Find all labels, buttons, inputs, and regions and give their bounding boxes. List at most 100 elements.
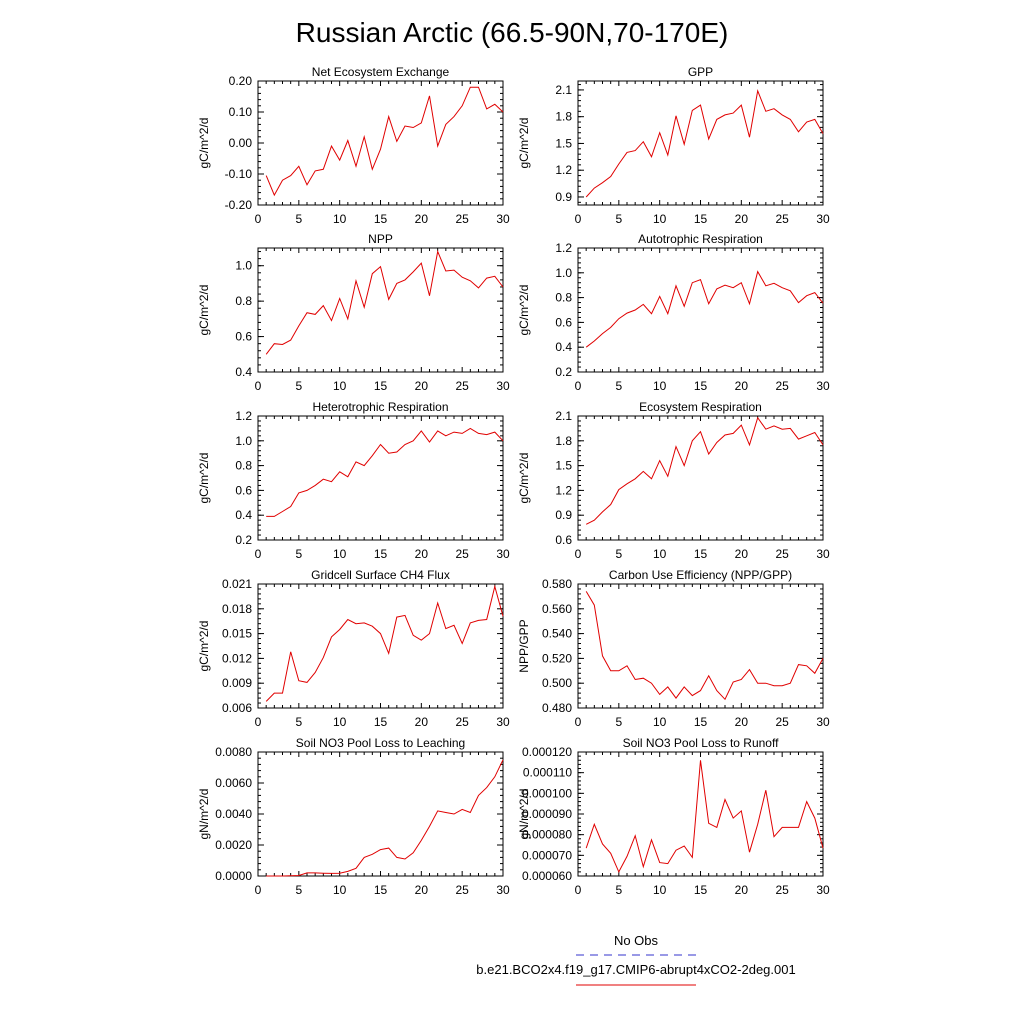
x-tick-label: 15 (694, 379, 708, 393)
panel-4: Autotrophic Respiration 0 5 10 15 20 25 30 0.2 0.… (517, 232, 830, 393)
panel-2: GPP 0 5 10 15 20 25 30 0.9 1.2 1.5 1.8 2.1 gC/m^2/d (517, 65, 830, 226)
x-tick-label: 20 (735, 547, 749, 561)
series-line (266, 427, 504, 517)
y-axis-label: gC/m^2/d (197, 118, 211, 169)
x-tick-label: 30 (816, 547, 830, 561)
x-tick-label: 25 (455, 547, 469, 561)
y-tick-label: 2.1 (555, 409, 572, 423)
x-tick-label: 5 (615, 379, 622, 393)
x-tick-label: 25 (775, 883, 789, 897)
y-tick-label: 0.000090 (522, 807, 572, 821)
panel-title: Heterotrophic Respiration (312, 400, 448, 414)
x-tick-label: 30 (496, 883, 510, 897)
y-tick-label: 2.1 (555, 83, 572, 97)
y-axis-label: gC/m^2/d (197, 285, 211, 336)
y-tick-label: 0.021 (222, 577, 252, 591)
x-tick-label: 5 (615, 883, 622, 897)
panel-title: Carbon Use Efficiency (NPP/GPP) (609, 568, 792, 582)
y-tick-label: 0.4 (235, 365, 252, 379)
y-tick-label: 0.8 (235, 459, 252, 473)
y-tick-label: 0.10 (229, 105, 253, 119)
series-line (265, 584, 504, 702)
x-tick-label: 20 (735, 715, 749, 729)
x-tick-label: 30 (816, 883, 830, 897)
y-tick-label: 1.2 (555, 241, 572, 255)
y-tick-label: 0.0040 (215, 807, 252, 821)
x-tick-label: 5 (295, 212, 302, 226)
panel-title: Net Ecosystem Exchange (312, 65, 450, 79)
x-tick-label: 10 (653, 547, 667, 561)
x-tick-label: 20 (735, 883, 749, 897)
panel-title: Ecosystem Respiration (639, 400, 762, 414)
x-tick-label: 10 (653, 379, 667, 393)
y-tick-label: 0.000100 (522, 786, 572, 800)
x-tick-label: 5 (615, 547, 622, 561)
x-tick-label: 30 (816, 715, 830, 729)
x-tick-label: 10 (333, 547, 347, 561)
y-tick-label: 0.000080 (522, 828, 572, 842)
x-tick-label: 0 (575, 547, 582, 561)
y-tick-label: 1.8 (555, 434, 572, 448)
x-tick-label: 25 (455, 212, 469, 226)
plot-frame (257, 583, 504, 709)
panel-3: NPP 0 5 10 15 20 25 30 0.4 0.6 0.8 1.0 gC/m^2/d (197, 232, 510, 393)
series-line (585, 416, 824, 525)
legend-obs-label: No Obs (614, 933, 659, 948)
x-tick-label: 20 (415, 715, 429, 729)
x-tick-label: 20 (415, 212, 429, 226)
x-tick-label: 10 (333, 212, 347, 226)
y-axis-label: gC/m^2/d (517, 118, 531, 169)
y-tick-label: 0.9 (555, 190, 572, 204)
y-tick-label: 0.6 (555, 315, 572, 329)
y-tick-label: 0.000070 (522, 848, 572, 862)
x-tick-label: 0 (575, 715, 582, 729)
x-tick-label: 15 (374, 212, 388, 226)
legend: No Obs b.e21.BCO2x4.f19_g17.CMIP6-abrupt… (476, 933, 796, 986)
x-tick-label: 30 (496, 715, 510, 729)
x-tick-label: 15 (694, 715, 708, 729)
x-tick-label: 25 (455, 379, 469, 393)
panel-title: Soil NO3 Pool Loss to Leaching (296, 736, 465, 750)
plot-frame (577, 247, 824, 373)
y-tick-label: 0.0000 (215, 869, 252, 883)
y-tick-label: 0.000060 (522, 869, 572, 883)
series-line (585, 591, 824, 701)
y-axis-label: gC/m^2/d (197, 621, 211, 672)
y-tick-label: 0.012 (222, 651, 252, 665)
x-tick-label: 30 (496, 212, 510, 226)
x-tick-label: 20 (735, 379, 749, 393)
plot-frame (257, 751, 504, 877)
x-tick-label: 5 (615, 715, 622, 729)
panel-10: Soil NO3 Pool Loss to Runoff 0 5 10 15 20 25 30… (517, 736, 830, 897)
panel-title: NPP (368, 232, 393, 246)
y-tick-label: 0.9 (555, 508, 572, 522)
y-tick-label: 0.4 (235, 508, 252, 522)
panels: Net Ecosystem Exchange 0 5 10 15 20 25 30 -0.20 -… (197, 65, 830, 897)
x-tick-label: 15 (694, 212, 708, 226)
y-tick-label: -0.10 (225, 167, 253, 181)
x-tick-label: 10 (653, 883, 667, 897)
x-tick-label: 0 (575, 212, 582, 226)
x-tick-label: 15 (374, 715, 388, 729)
y-axis-label: gN/m^2/d (517, 789, 531, 840)
y-tick-label: 1.0 (235, 434, 252, 448)
panel-title: Gridcell Surface CH4 Flux (311, 568, 450, 582)
x-tick-label: 15 (374, 547, 388, 561)
y-tick-label: 1.2 (555, 483, 572, 497)
y-axis-label: gC/m^2/d (517, 285, 531, 336)
plot-frame (577, 751, 824, 877)
x-tick-label: 20 (735, 212, 749, 226)
series-line (265, 86, 504, 197)
y-tick-label: 0.0080 (215, 745, 252, 759)
x-tick-label: 25 (775, 715, 789, 729)
y-tick-label: 0.0020 (215, 838, 252, 852)
legend-model-label: b.e21.BCO2x4.f19_g17.CMIP6-abrupt4xCO2-2… (476, 962, 795, 977)
x-tick-label: 10 (333, 883, 347, 897)
panel-8: Carbon Use Efficiency (NPP/GPP) 0 5 10 15 20 2… (517, 568, 830, 729)
x-tick-label: 0 (255, 547, 262, 561)
x-tick-label: 5 (295, 883, 302, 897)
y-tick-label: 1.5 (555, 459, 572, 473)
y-axis-label: gC/m^2/d (517, 453, 531, 504)
y-tick-label: 0.8 (235, 294, 252, 308)
y-tick-label: -0.20 (225, 198, 253, 212)
